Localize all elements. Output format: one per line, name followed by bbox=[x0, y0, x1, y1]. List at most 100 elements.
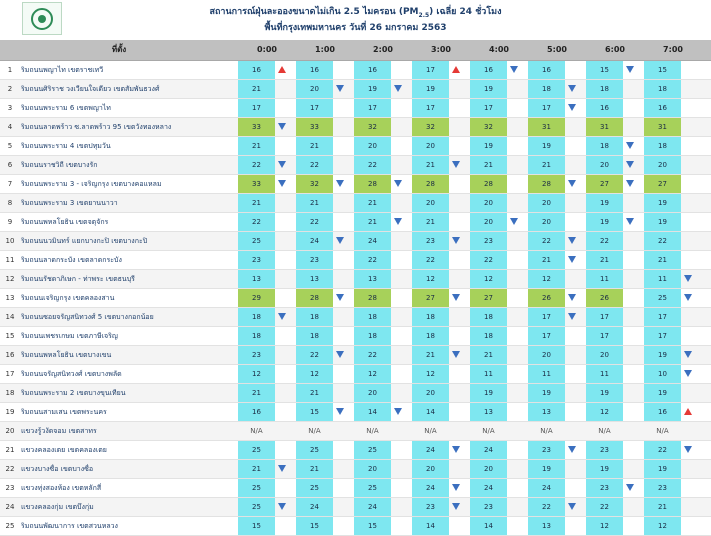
row-number: 15 bbox=[5, 332, 15, 340]
pm25-cell: 23 bbox=[238, 346, 296, 364]
trend-down-icon bbox=[278, 180, 286, 187]
pm25-value: 11 bbox=[644, 270, 681, 288]
pm25-cell: 29 bbox=[238, 289, 296, 307]
pm25-cell: 12 bbox=[412, 365, 470, 383]
pm25-value: 33 bbox=[238, 175, 275, 193]
pm25-cell: 28 bbox=[354, 175, 412, 193]
pm25-cell: 20 bbox=[412, 384, 470, 402]
pm25-cell: 20 bbox=[586, 156, 644, 174]
pm25-value: 25 bbox=[238, 441, 275, 459]
pm25-value: 21 bbox=[470, 346, 507, 364]
pm25-cell: 25 bbox=[354, 479, 412, 497]
pm25-cell: 19 bbox=[644, 384, 702, 402]
pm25-cell: 17 bbox=[644, 308, 702, 326]
pm25-cell: 33 bbox=[238, 175, 296, 193]
pm25-value: 15 bbox=[296, 403, 333, 421]
station-name: ริมถนนพัฒนาการ เขตสวนหลวง bbox=[21, 522, 118, 530]
pm25-value: 18 bbox=[412, 327, 449, 345]
pm25-value: 20 bbox=[470, 213, 507, 231]
pm25-value: 16 bbox=[238, 403, 275, 421]
table-row: 11 ริมถนนลาดกระบัง เขตลาดกระบัง 23 23 22 22 22… bbox=[0, 251, 711, 270]
pm25-cell: 32 bbox=[296, 175, 354, 193]
pm25-value: N/A bbox=[424, 427, 437, 435]
trend-down-icon bbox=[510, 218, 518, 225]
pm25-value: 19 bbox=[644, 213, 681, 231]
station-name: ริมถนนพระราม 4 เขตปทุมวัน bbox=[21, 142, 111, 150]
row-number: 11 bbox=[5, 256, 15, 264]
pm25-cell: 22 bbox=[586, 232, 644, 250]
trend-down-icon bbox=[452, 294, 460, 301]
row-number: 8 bbox=[7, 199, 13, 207]
hour-header: 3:00 bbox=[431, 45, 451, 54]
pm25-cell: 24 bbox=[354, 232, 412, 250]
pm25-value: 23 bbox=[238, 346, 275, 364]
trend-down-icon bbox=[278, 161, 286, 168]
pm25-value: 22 bbox=[586, 498, 623, 516]
station-name: ริมถนนพระราม 3 - เจริญกรุง เขตบางคอแหลม bbox=[21, 180, 162, 188]
pm25-cell: 20 bbox=[412, 137, 470, 155]
trend-down-icon bbox=[336, 85, 344, 92]
pm25-value: 24 bbox=[412, 479, 449, 497]
pm25-cell: 19 bbox=[354, 80, 412, 98]
pm25-cell: 12 bbox=[586, 403, 644, 421]
pm25-value: 18 bbox=[644, 137, 681, 155]
pm25-value: 13 bbox=[238, 270, 275, 288]
pm25-value: 18 bbox=[296, 327, 333, 345]
pm25-cell: 10 bbox=[644, 365, 702, 383]
pm25-cell: 17 bbox=[528, 308, 586, 326]
pm25-cell: 22 bbox=[296, 346, 354, 364]
station-name: ริมถนนพหลโยธิน เขตบางเขน bbox=[21, 351, 112, 359]
pm25-value: 17 bbox=[644, 327, 681, 345]
pm25-value: 21 bbox=[644, 251, 681, 269]
pm25-value: 16 bbox=[586, 99, 623, 117]
station-name: ริมถนนนวมินทร์ แยกบางกะปิ เขตบางกะปิ bbox=[21, 237, 148, 245]
pm25-cell: 22 bbox=[528, 232, 586, 250]
pm25-cell: 20 bbox=[528, 346, 586, 364]
pm25-value: 23 bbox=[296, 251, 333, 269]
pm25-value: 17 bbox=[528, 99, 565, 117]
table-row: 22 แขวงบางซื่อ เขตบางซื่อ 21 21 20 20 20 19 19 19 bbox=[0, 460, 711, 479]
trend-down-icon bbox=[336, 351, 344, 358]
pm25-cell: 13 bbox=[470, 403, 528, 421]
pm25-value: 19 bbox=[586, 213, 623, 231]
trend-down-icon bbox=[626, 484, 634, 491]
pm25-cell: 28 bbox=[528, 175, 586, 193]
pm25-cell: 21 bbox=[238, 384, 296, 402]
trend-up-icon bbox=[278, 66, 286, 73]
pm25-cell: 17 bbox=[586, 327, 644, 345]
table-row: 16 ริมถนนพหลโยธิน เขตบางเขน 23 22 22 21 21 20 20… bbox=[0, 346, 711, 365]
pm25-cell: 26 bbox=[528, 289, 586, 307]
pm25-cell: 17 bbox=[528, 327, 586, 345]
pm25-cell: 20 bbox=[296, 80, 354, 98]
pm25-cell: 19 bbox=[644, 346, 702, 364]
pm25-cell: 14 bbox=[470, 517, 528, 535]
pm25-cell: 16 bbox=[354, 61, 412, 79]
pm25-value: 27 bbox=[586, 175, 623, 193]
pm25-value: 17 bbox=[296, 99, 333, 117]
table-row: 7 ริมถนนพระราม 3 - เจริญกรุง เขตบางคอแหลม… bbox=[0, 175, 711, 194]
pm25-value: 24 bbox=[412, 441, 449, 459]
pm25-value: 19 bbox=[586, 460, 623, 478]
pm25-cell: 16 bbox=[296, 61, 354, 79]
pm25-cell: 31 bbox=[644, 118, 702, 136]
pm25-cell: 18 bbox=[644, 137, 702, 155]
pm25-cell: 17 bbox=[354, 99, 412, 117]
station-name: แขวงทุ่งสองห้อง เขตหลักสี่ bbox=[21, 484, 102, 492]
pm25-cell: 31 bbox=[528, 118, 586, 136]
pm25-value: 16 bbox=[644, 99, 681, 117]
pm25-value: 21 bbox=[586, 251, 623, 269]
pm25-value: 12 bbox=[354, 365, 391, 383]
hour-header: 5:00 bbox=[547, 45, 567, 54]
pm25-value: 25 bbox=[296, 441, 333, 459]
pm25-value: 20 bbox=[644, 156, 681, 174]
pm25-value: 23 bbox=[470, 232, 507, 250]
pm25-cell: 21 bbox=[470, 156, 528, 174]
pm25-cell: 22 bbox=[528, 498, 586, 516]
pm25-cell: 17 bbox=[586, 308, 644, 326]
pm25-cell: 23 bbox=[412, 232, 470, 250]
pm25-value: N/A bbox=[366, 427, 379, 435]
row-number: 17 bbox=[5, 370, 15, 378]
pm25-cell: 24 bbox=[528, 479, 586, 497]
pm25-value: 22 bbox=[528, 232, 565, 250]
